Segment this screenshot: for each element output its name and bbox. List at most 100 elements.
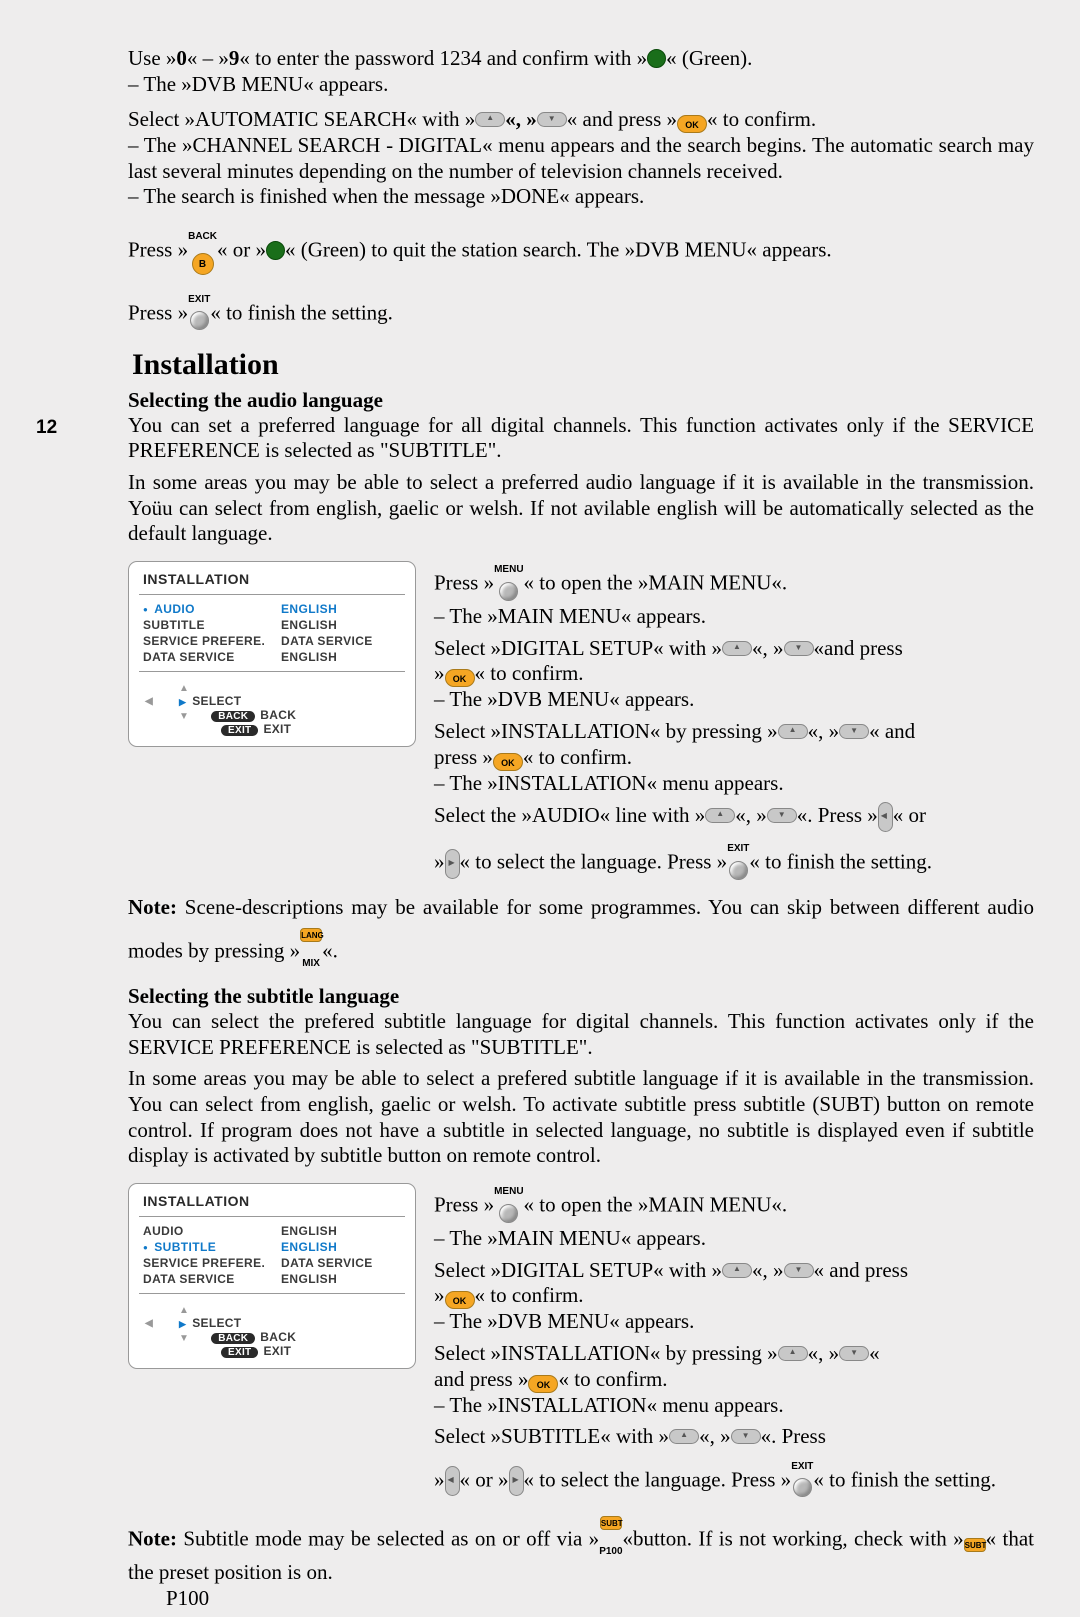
lang-button-icon: LANG: [300, 928, 322, 942]
back-pill: BACK: [211, 711, 255, 722]
p-autosearch: Select »AUTOMATIC SEARCH« with »«, »« an…: [128, 107, 1034, 210]
subt-button-icon: SUBT: [964, 1538, 986, 1552]
green-button-icon: [647, 49, 666, 68]
menu-button-icon: [499, 1204, 518, 1223]
text: «. Press »: [797, 803, 878, 827]
text: – The »MAIN MENU« appears.: [434, 1226, 706, 1250]
text: « to confirm.: [558, 1367, 667, 1391]
text: Press »: [434, 1193, 494, 1217]
exit-pill: EXIT: [221, 725, 258, 736]
row-label: SERVICE PREFERE.: [143, 1256, 281, 1270]
menu-button-stack: MENU: [494, 553, 523, 604]
menu-row: SERVICE PREFERE.DATA SERVICE: [129, 1255, 415, 1271]
menu-label: MENU: [494, 1186, 523, 1197]
text: Select »INSTALLATION« by pressing »: [434, 1341, 778, 1365]
select-label: SELECT: [192, 694, 241, 708]
menu-footer: ◀SELECT BACKBACK EXITEXIT: [129, 1294, 415, 1368]
p-finish: Press »EXIT« to finish the setting.: [128, 283, 1034, 334]
row-label: SUBTITLE: [143, 618, 281, 632]
audio-columns: INSTALLATION AUDIOENGLISH SUBTITLEENGLIS…: [128, 553, 1034, 889]
menu-title: INSTALLATION: [129, 1184, 415, 1216]
nav-down-hint: BACK BACK: [179, 708, 365, 722]
nav-left-hint: ◀: [145, 696, 153, 707]
text: Scene-descriptions may be available for …: [128, 895, 1034, 962]
text: «. Press: [761, 1424, 826, 1448]
text: «, »: [808, 719, 840, 743]
nav-up-icon: [722, 1263, 752, 1278]
menu-row: DATA SERVICEENGLISH: [129, 1271, 415, 1287]
menu-rows: AUDIOENGLISH SUBTITLEENGLISH SERVICE PRE…: [129, 595, 415, 671]
p100-label: P100: [599, 1546, 622, 1557]
text: « or »: [217, 238, 266, 262]
exit-label: EXIT: [727, 843, 749, 854]
sub-note: Note: Subtitle mode may be selected as o…: [128, 1509, 1034, 1611]
text: press »: [434, 745, 493, 769]
menu-button-icon: [499, 582, 518, 601]
p-password: Use »0« – »9« to enter the password 1234…: [128, 46, 1034, 97]
text: – The »CHANNEL SEARCH - DIGITAL« menu ap…: [128, 133, 1034, 183]
text: Select »DIGITAL SETUP« with »: [434, 636, 722, 660]
text: « or »: [460, 1467, 509, 1491]
menu-installation-audio: INSTALLATION AUDIOENGLISH SUBTITLEENGLIS…: [128, 561, 416, 747]
nav-right-hint: [179, 1316, 192, 1330]
p-audio-2: In some areas you may be able to select …: [128, 470, 1034, 547]
text: « to confirm.: [475, 661, 584, 685]
row-label: DATA SERVICE: [143, 1272, 281, 1286]
step: Select »DIGITAL SETUP« with »«, »«and pr…: [434, 636, 1034, 713]
nav-left-icon: [878, 802, 893, 832]
row-value: DATA SERVICE: [281, 634, 401, 648]
text: « to finish the setting.: [749, 850, 932, 874]
menu-row: AUDIOENGLISH: [129, 1223, 415, 1239]
text: – The »DVB MENU« appears.: [434, 687, 694, 711]
page-number: 12: [36, 417, 57, 439]
nav-up-hint: [179, 680, 365, 694]
text: « or: [893, 803, 926, 827]
text: «, »: [735, 803, 767, 827]
text: «and press: [814, 636, 903, 660]
nav-down-icon: [839, 1346, 869, 1361]
text: – The »INSTALLATION« menu appears.: [434, 1393, 784, 1417]
text: «, »: [699, 1424, 731, 1448]
text: « to confirm.: [707, 107, 816, 131]
text: «, »: [505, 107, 537, 131]
back-pill: BACK: [211, 1333, 255, 1344]
ok-button-icon: OK: [445, 669, 475, 687]
exit-button-icon: [190, 311, 209, 330]
nav-down-hint: BACKBACK: [179, 1330, 365, 1344]
lang-mix-stack: LANGMIX: [300, 921, 322, 972]
text: «button. If is not working, check with »: [623, 1527, 964, 1551]
page-content: Use »0« – »9« to enter the password 1234…: [128, 46, 1034, 1617]
sub-steps: Press »MENU« to open the »MAIN MENU«.– T…: [434, 1175, 1034, 1507]
audio-note: Note: Scene-descriptions may be availabl…: [128, 895, 1034, 972]
exit-button-stack: EXIT: [727, 832, 749, 883]
text: »: [434, 1283, 445, 1307]
nav-right-hint: [179, 694, 192, 708]
select-label: SELECT: [192, 1316, 241, 1330]
text: Select »AUTOMATIC SEARCH« with »: [128, 107, 475, 131]
menu-row: DATA SERVICEENGLISH: [129, 649, 415, 665]
menu-footer: ◀SELECT BACKBACK EXITEXIT: [129, 672, 415, 746]
text: Use »: [128, 46, 176, 70]
step: Press »MENU« to open the »MAIN MENU«.– T…: [434, 1175, 1034, 1252]
exit-pill: EXIT: [221, 1347, 258, 1358]
text: « (Green) to quit the station search. Th…: [285, 238, 832, 262]
row-value: ENGLISH: [281, 1224, 401, 1238]
nav-right-icon: [509, 1466, 524, 1496]
nav-down-icon: [767, 808, 797, 823]
menu-row: SERVICE PREFERE.DATA SERVICE: [129, 633, 415, 649]
text: Subtitle mode may be selected as on or o…: [177, 1527, 599, 1551]
exit-button-stack: EXIT: [791, 1450, 813, 1501]
row-label: AUDIO: [143, 602, 281, 616]
back-button-stack: BACKB: [188, 220, 217, 275]
menu-row: SUBTITLEENGLISH: [129, 617, 415, 633]
text: « and press: [814, 1258, 908, 1282]
p-audio-1: You can set a preferred language for all…: [128, 413, 1034, 464]
exit-button-icon: [793, 1478, 812, 1497]
text: Select »SUBTITLE« with »: [434, 1424, 669, 1448]
nav-left-hint: ◀: [145, 1318, 153, 1329]
text: – The »DVB MENU« appears.: [128, 72, 388, 96]
back-label: BACK: [260, 708, 296, 722]
row-label: DATA SERVICE: [143, 650, 281, 664]
text: « and: [869, 719, 915, 743]
key-9: 9: [229, 46, 240, 70]
